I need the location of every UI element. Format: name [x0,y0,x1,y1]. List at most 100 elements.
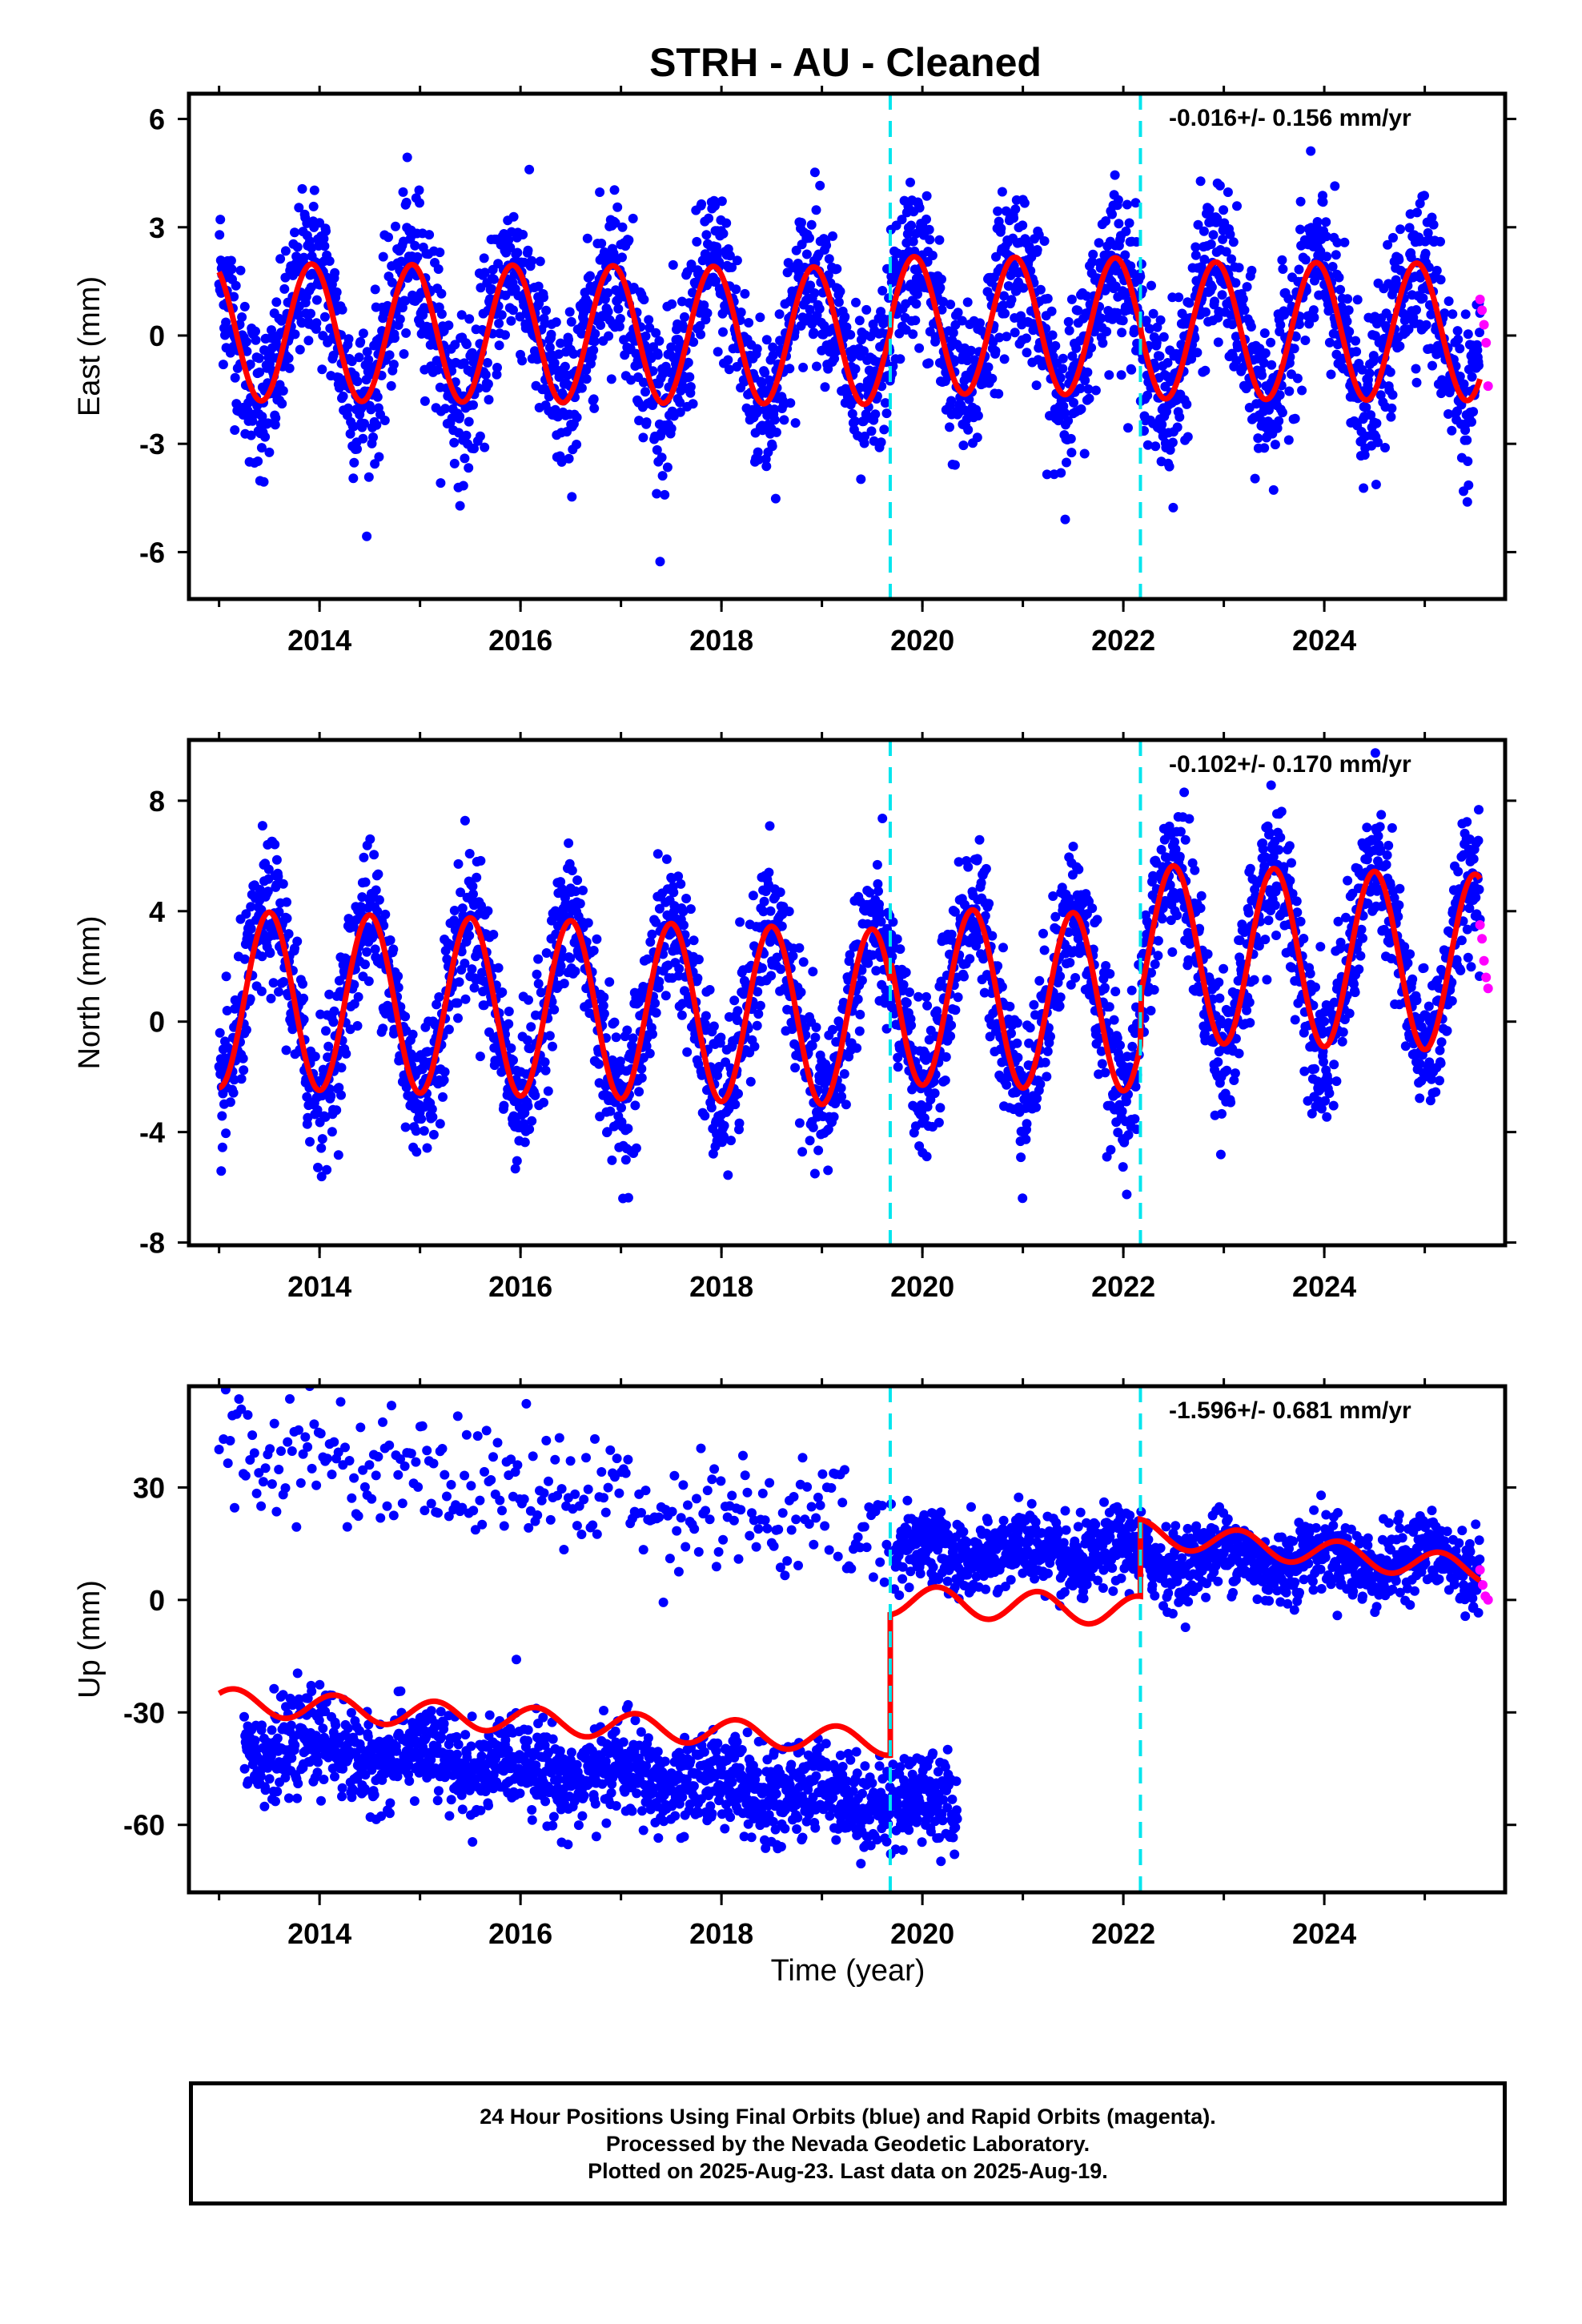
final-orbit-point [1435,236,1445,247]
final-orbit-point [1411,305,1421,315]
final-orbit-point [709,1021,719,1031]
final-orbit-point [712,242,722,252]
final-orbit-point [588,946,599,955]
final-orbit-point [548,1041,557,1051]
final-orbit-point [1084,393,1094,404]
final-orbit-point [508,305,518,316]
final-orbit-point [273,871,283,882]
final-orbit-point [940,1076,950,1085]
east-rate-label: -0.016+/- 0.156 mm/yr [1169,105,1411,131]
final-orbit-point [541,305,552,316]
final-orbit-point [329,1006,339,1016]
final-orbit-point [560,899,571,909]
final-orbit-point [1096,313,1106,324]
final-orbit-point [701,1011,711,1021]
east-points [214,146,1493,567]
final-orbit-point [1166,376,1176,386]
final-orbit-point [355,902,366,912]
final-orbit-point [1063,416,1074,426]
final-orbit-point [1447,425,1457,436]
final-orbit-point [950,907,960,917]
final-orbit-point [231,280,241,291]
final-orbit-point [809,328,819,338]
final-orbit-point [718,327,728,337]
final-orbit-point [753,1009,764,1019]
final-orbit-point [238,1053,248,1063]
final-orbit-point [328,1017,339,1027]
final-orbit-point [1411,377,1422,388]
final-orbit-point [829,1112,839,1122]
final-orbit-point [316,1143,327,1153]
final-orbit-point [974,834,985,845]
final-orbit-point [256,443,267,453]
final-orbit-point [797,218,806,227]
final-orbit-point [458,480,468,491]
final-orbit-point [927,251,938,260]
final-orbit-point [1291,332,1301,342]
final-orbit-point [785,364,795,374]
final-orbit-point [1295,320,1304,329]
final-orbit-point [453,1013,463,1023]
final-orbit-point [837,1092,847,1102]
final-orbit-point [533,281,544,292]
final-orbit-point [776,964,786,975]
final-orbit-point [317,1134,327,1144]
final-orbit-point [533,954,544,964]
final-orbit-point [263,864,274,875]
final-orbit-point [420,396,430,406]
final-orbit-point [945,422,954,432]
final-orbit-point [1083,384,1094,394]
final-orbit-point [1184,298,1195,308]
final-orbit-point [740,288,750,299]
chart-title: STRH - AU - Cleaned [649,40,1042,85]
final-orbit-point [221,971,231,982]
final-orbit-point [733,1088,743,1099]
final-orbit-point [1087,257,1098,267]
final-orbit-point [460,453,470,464]
final-orbit-point [371,885,381,895]
final-orbit-point [771,427,781,437]
final-orbit-point [331,1105,342,1116]
final-orbit-point [753,454,764,464]
final-orbit-point [850,364,861,374]
final-orbit-point [1260,348,1271,358]
final-orbit-point [1066,372,1076,382]
final-orbit-point [428,1112,438,1122]
final-orbit-point [901,967,911,978]
final-orbit-point [572,875,583,886]
final-orbit-point [611,1032,621,1043]
final-orbit-point [568,348,579,359]
final-orbit-point [595,187,605,197]
final-orbit-point [280,272,291,283]
final-orbit-point [654,903,665,914]
final-orbit-point [620,1155,631,1165]
final-orbit-point [1086,343,1097,353]
final-orbit-point [533,979,544,989]
final-orbit-point [582,233,592,243]
final-orbit-point [616,1103,626,1113]
final-orbit-point [1039,236,1050,246]
final-orbit-point [436,309,447,320]
final-orbit-point [483,906,493,916]
final-orbit-point [1221,247,1231,257]
final-orbit-point [1152,322,1162,332]
final-orbit-point [857,975,867,986]
final-orbit-point [235,265,246,275]
final-orbit-point [820,382,830,392]
final-orbit-point [808,1122,818,1132]
final-orbit-point [366,404,376,415]
final-orbit-point [497,987,508,997]
final-orbit-point [526,1022,536,1032]
final-orbit-point [378,1023,388,1034]
final-orbit-point [1418,293,1428,304]
final-orbit-point [906,1020,917,1031]
final-orbit-point [1069,397,1078,408]
final-orbit-point [1335,284,1346,295]
final-orbit-point [1031,1102,1042,1112]
final-orbit-point [578,885,588,895]
final-orbit-point [1056,468,1066,478]
final-orbit-point [1318,197,1328,207]
final-orbit-point [1210,296,1219,307]
final-orbit-point [823,1165,833,1176]
final-orbit-point [275,254,286,264]
